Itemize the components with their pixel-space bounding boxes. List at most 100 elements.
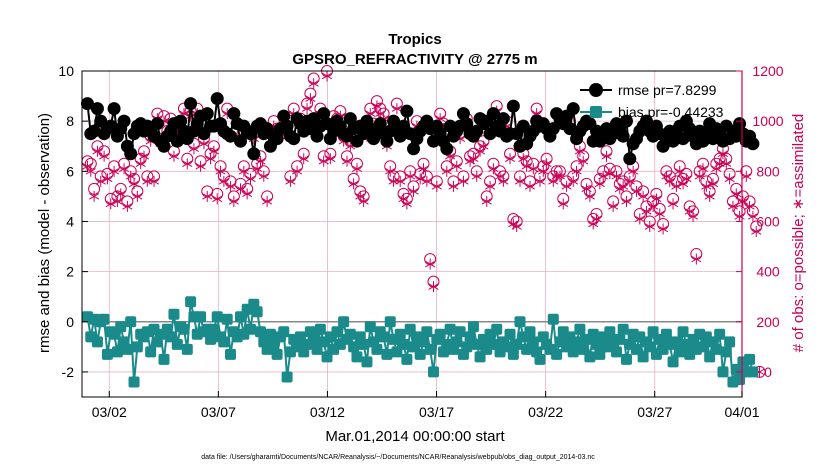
bias-point [308,333,320,345]
bias-point [547,313,559,325]
y-left-tick-label: 8 [66,113,74,129]
bias-point [527,336,539,348]
obs-assimilated-point [694,170,705,182]
bias-point [244,323,256,335]
obs-assimilated-point [235,183,246,195]
obs-assimilated-point [148,175,160,187]
rmse-point [184,97,198,111]
obs-assimilated-point [348,178,359,190]
chart-subtitle: GPSRO_REFRACTIVITY @ 2775 m [292,51,537,68]
rmse-point [639,114,653,128]
rmse-point [619,114,633,128]
legend-rmse-label: rmse pr=7.8299 [618,82,717,98]
obs-assimilated-point [341,155,353,167]
bias-point [185,296,197,308]
obs-assimilated-point [305,93,316,105]
bias-point [434,328,446,340]
obs-assimilated-point [451,160,462,172]
y-axis-right-label: # of obs: o=possible; ∗=assimilated [790,114,807,353]
obs-assimilated-point [298,153,309,165]
obs-assimilated-point [721,158,732,170]
obs-assimilated-point [441,165,452,177]
obs-assimilated-point [448,180,459,192]
bias-point [710,343,722,355]
obs-assimilated-point [122,200,133,212]
bias-point [251,306,263,318]
obs-assimilated-point [228,195,239,207]
obs-assimilated-point [511,220,522,232]
obs-assimilated-point [591,213,602,225]
obs-assimilated-point [471,170,482,182]
bias-point [91,336,103,348]
obs-assimilated-point [258,170,269,182]
bias-point [677,326,689,338]
bias-point [567,346,579,358]
obs-assimilated-point [604,168,615,180]
bias-point [714,328,726,340]
rmse-point [200,107,214,121]
bias-point [504,328,516,340]
rmse-point [616,129,630,143]
obs-assimilated-point [744,200,755,212]
obs-assimilated-point [578,155,589,167]
obs-assimilated-point [478,140,489,152]
y-left-tick-label: 10 [58,63,74,79]
x-tick-label: 04/01 [724,404,759,420]
obs-assimilated-point [485,180,496,192]
rmse-point [563,122,577,136]
y-right-tick-label: 800 [756,163,780,179]
bias-point [264,328,276,340]
x-tick-label: 03/12 [310,404,345,420]
obs-assimilated-point [218,175,229,187]
bias-point [344,328,356,340]
bias-point [724,336,736,348]
bias-point [271,348,283,360]
rmse-point [393,129,407,143]
bias-point [278,326,290,338]
bias-point [364,321,376,333]
bias-point [348,341,360,353]
rmse-point [506,99,520,113]
obs-assimilated-point [598,170,609,182]
obs-assimilated-point [558,198,569,210]
bias-point [338,316,350,328]
rmse-point [80,97,94,111]
obs-assimilated-point [92,145,103,157]
rmse-point [150,117,164,131]
obs-assimilated-point [621,195,632,207]
y-right-tick-label: 1200 [752,63,783,79]
obs-assimilated-point [262,195,273,207]
bias-point [131,341,143,353]
obs-assimilated-point [252,163,263,175]
y-axis-left-label: rmse and bias (model - observation) [36,113,53,353]
obs-assimilated-point [255,155,266,167]
obs-assimilated-point [658,223,669,235]
obs-assimilated-point [468,153,479,165]
x-tick-label: 03/22 [528,404,563,420]
bias-point [444,323,456,335]
bias-point [507,348,519,360]
obs-assimilated-point [707,178,719,190]
rmse-point [546,122,560,136]
y-left-tick-label: 4 [66,213,74,229]
x-tick-label: 03/27 [637,404,672,420]
obs-assimilated-point [734,210,745,222]
bias-point [584,351,596,363]
obs-assimilated-point [654,208,665,220]
bias-point [454,326,466,338]
obs-assimilated-point [514,175,526,187]
x-tick-label: 03/17 [419,404,454,420]
y-left-tick-label: -2 [62,364,75,380]
obs-assimilated-point [671,180,682,192]
obs-assimilated-point [641,205,652,217]
obs-assimilated-point [128,178,140,190]
obs-assimilated-point [717,148,729,160]
obs-assimilated-point [95,175,106,187]
obs-assimilated-point [351,163,363,175]
rmse-point [566,102,580,116]
bias-point [551,348,563,360]
obs-assimilated-point [581,183,592,195]
obs-assimilated-point [644,220,655,232]
obs-assimilated-point [611,170,622,182]
